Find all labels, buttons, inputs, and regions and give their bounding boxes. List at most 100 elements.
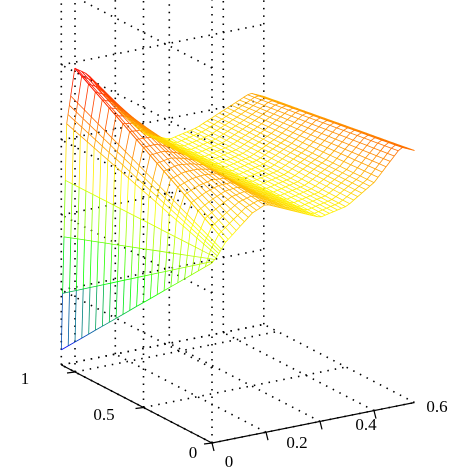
mesh-line [245,188,253,194]
mesh-line [305,175,313,180]
mesh-line [235,179,243,184]
mesh-line [110,281,118,284]
mesh-line [99,153,102,198]
mesh-line [209,163,217,168]
mesh-line [292,132,301,136]
mesh-line [78,187,87,192]
mesh-line [292,204,300,209]
mesh-line [226,182,231,185]
mesh-line [192,224,200,232]
mesh-line [327,199,333,202]
mesh-line [314,159,323,164]
mesh-line [276,170,285,175]
mesh-line [322,209,330,214]
mesh-line [177,268,180,283]
mesh-line [143,146,147,148]
mesh-line [185,136,190,140]
mesh-line [238,128,243,133]
mesh-line [265,120,273,124]
mesh-line [320,140,325,145]
mesh-line [233,163,241,168]
mesh-line [285,186,293,191]
mesh-line [204,135,209,138]
mesh-line [98,241,106,244]
mesh-line [325,154,331,160]
mesh-line [246,197,255,204]
mesh-line [194,187,203,196]
mesh-line [70,237,78,240]
mesh-line [195,147,203,152]
mesh-line [266,133,272,137]
mesh-line [188,178,193,181]
mesh-line [230,182,238,188]
mesh-line [80,127,83,136]
mesh-line [166,138,174,143]
mesh-line [169,213,177,221]
mesh-line [67,291,70,346]
mesh-line [296,128,305,133]
mesh-line [300,204,305,207]
mesh-line [251,183,259,188]
mesh-line [117,279,125,283]
mesh-line [197,152,206,157]
mesh-line [137,248,140,278]
mesh-line [223,199,229,203]
mesh-line [258,141,267,146]
mesh-line [125,131,130,152]
mesh-line [223,202,231,210]
mesh-line [128,171,131,178]
mesh-line [211,140,219,145]
mesh-line [228,178,236,183]
mesh-line [350,192,358,197]
mesh-line [275,151,280,156]
mesh-line [231,102,236,106]
mesh-line [72,183,80,188]
mesh-line [230,205,236,210]
mesh-line [299,208,307,213]
mesh-line [281,105,287,108]
mesh-line [285,161,290,166]
mesh-line [318,115,326,119]
mesh-line [247,114,253,118]
mesh-line [348,144,357,148]
mesh-line [173,186,178,201]
mesh-line [77,187,80,239]
mesh-line [111,107,119,117]
mesh-line [196,234,199,239]
mesh-line [262,198,271,204]
mesh-line [307,207,312,211]
mesh-line [166,169,174,178]
mesh-line [329,122,335,126]
mesh-line [322,122,330,126]
mesh-line [263,105,272,109]
mesh-line [318,189,323,193]
mesh-line [97,123,106,132]
mesh-line [82,118,91,126]
mesh-line [237,137,242,142]
mesh-line [157,144,166,152]
mesh-line [235,149,244,154]
mesh-line [88,83,96,93]
mesh-line [247,117,255,121]
mesh-line [310,113,318,117]
x-axis-line [211,401,415,444]
mesh-line [140,130,148,138]
mesh-line [264,154,272,159]
mesh-line [131,276,139,280]
mesh-line [169,209,172,215]
mesh-line [199,145,207,150]
mesh-line [179,194,185,208]
mesh-line [243,144,252,149]
mesh-line [291,168,300,173]
mesh-line [298,146,306,151]
mesh-line [227,104,232,109]
mesh-line [197,150,203,154]
mesh-line [318,126,326,130]
mesh-line [217,118,223,123]
mesh-line [196,176,204,184]
mesh-line [264,197,272,202]
mesh-line [266,168,274,174]
mesh-line [302,142,310,147]
mesh-line [328,192,337,197]
mesh-line [290,207,298,213]
